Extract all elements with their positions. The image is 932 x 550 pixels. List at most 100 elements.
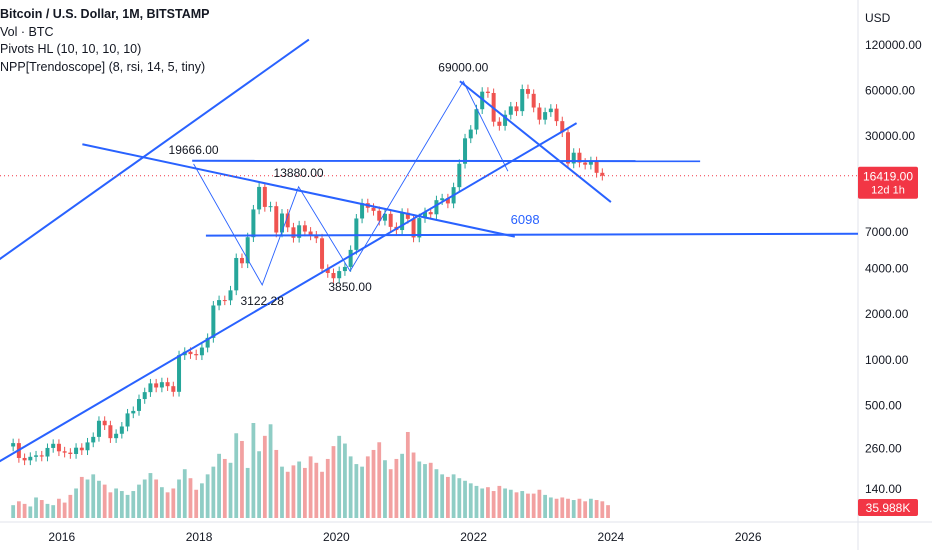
candle-body[interactable] xyxy=(45,447,50,457)
candle-body[interactable] xyxy=(503,114,508,126)
candle-body[interactable] xyxy=(348,249,353,267)
candle-body[interactable] xyxy=(388,213,393,227)
candle-body[interactable] xyxy=(457,163,462,188)
indicator-volume[interactable]: Vol · BTC xyxy=(0,24,54,39)
currency-label[interactable]: USD xyxy=(865,11,891,25)
candle-body[interactable] xyxy=(531,93,536,108)
candle-body[interactable] xyxy=(148,383,153,393)
candle-body[interactable] xyxy=(194,354,199,356)
candle-body[interactable] xyxy=(417,218,422,238)
candle-body[interactable] xyxy=(485,91,490,93)
candle-body[interactable] xyxy=(274,206,279,233)
indicator-npp[interactable]: NPP[Trendoscope] (8, rsi, 14, 5, tiny) xyxy=(0,59,206,74)
candle-body[interactable] xyxy=(474,109,479,130)
candle-body[interactable] xyxy=(154,383,159,388)
candle-body[interactable] xyxy=(588,161,593,165)
candle-body[interactable] xyxy=(119,426,124,434)
candle-body[interactable] xyxy=(320,238,325,269)
candle-body[interactable] xyxy=(114,433,119,439)
candle-body[interactable] xyxy=(325,268,330,274)
candle-body[interactable] xyxy=(497,121,502,126)
candle-body[interactable] xyxy=(74,447,79,454)
candle-body[interactable] xyxy=(514,106,519,112)
candle-body[interactable] xyxy=(188,351,193,355)
candle-body[interactable] xyxy=(268,206,273,208)
candle-body[interactable] xyxy=(520,89,525,112)
candle-body[interactable] xyxy=(68,452,73,454)
trendline[interactable] xyxy=(459,80,612,203)
candle-body[interactable] xyxy=(428,212,433,215)
candle-body[interactable] xyxy=(279,213,284,233)
candle-body[interactable] xyxy=(28,456,33,461)
candle-body[interactable] xyxy=(234,257,239,291)
candle-body[interactable] xyxy=(165,382,170,387)
candle-body[interactable] xyxy=(177,355,182,392)
candle-body[interactable] xyxy=(468,129,473,139)
candle-body[interactable] xyxy=(228,290,233,301)
candle-body[interactable] xyxy=(205,337,210,348)
candle-body[interactable] xyxy=(22,457,27,461)
candle-body[interactable] xyxy=(79,447,84,451)
candle-body[interactable] xyxy=(594,161,599,173)
candle-body[interactable] xyxy=(400,212,405,231)
candle-body[interactable] xyxy=(11,443,16,447)
candle-body[interactable] xyxy=(382,213,387,221)
candle-body[interactable] xyxy=(245,237,250,264)
candle-body[interactable] xyxy=(440,198,445,201)
candle-body[interactable] xyxy=(142,392,147,400)
candle-body[interactable] xyxy=(422,212,427,219)
trendline[interactable] xyxy=(205,232,859,237)
candle-body[interactable] xyxy=(331,273,336,279)
candle-body[interactable] xyxy=(125,413,130,427)
candle-body[interactable] xyxy=(302,225,307,232)
candle-body[interactable] xyxy=(108,425,113,439)
candle-body[interactable] xyxy=(525,89,530,94)
candle-body[interactable] xyxy=(537,107,542,120)
candle-body[interactable] xyxy=(560,121,565,133)
trendline[interactable] xyxy=(0,122,578,469)
candle-body[interactable] xyxy=(411,218,416,238)
candle-body[interactable] xyxy=(136,399,141,411)
candle-body[interactable] xyxy=(548,108,553,113)
candle-body[interactable] xyxy=(445,198,450,204)
candle-body[interactable] xyxy=(171,386,176,392)
candle-body[interactable] xyxy=(262,186,267,207)
candle-body[interactable] xyxy=(314,235,319,239)
candle-body[interactable] xyxy=(222,300,227,302)
candle-body[interactable] xyxy=(543,112,548,120)
candle-body[interactable] xyxy=(297,225,302,238)
candle-body[interactable] xyxy=(217,300,222,306)
candle-body[interactable] xyxy=(251,209,256,238)
candle-body[interactable] xyxy=(56,443,61,452)
candle-body[interactable] xyxy=(377,210,382,221)
candle-body[interactable] xyxy=(480,91,485,110)
candle-body[interactable] xyxy=(291,227,296,238)
candle-body[interactable] xyxy=(199,347,204,356)
candle-body[interactable] xyxy=(571,152,576,164)
candle-body[interactable] xyxy=(354,218,359,250)
candle-body[interactable] xyxy=(371,207,376,211)
candle-body[interactable] xyxy=(434,200,439,215)
candle-body[interactable] xyxy=(257,186,262,210)
candle-body[interactable] xyxy=(211,305,216,338)
candle-body[interactable] xyxy=(463,138,468,164)
candle-body[interactable] xyxy=(34,455,39,457)
trendline[interactable] xyxy=(82,143,516,238)
candle-body[interactable] xyxy=(239,257,244,264)
candle-body[interactable] xyxy=(337,271,342,279)
candle-body[interactable] xyxy=(565,132,570,164)
candle-body[interactable] xyxy=(554,108,559,122)
candle-body[interactable] xyxy=(159,382,164,388)
candle-body[interactable] xyxy=(342,266,347,272)
indicator-pivots[interactable]: Pivots HL (10, 10, 10, 10) xyxy=(0,42,142,56)
candle-body[interactable] xyxy=(91,436,96,443)
candle-body[interactable] xyxy=(600,172,605,176)
candle-body[interactable] xyxy=(102,420,107,426)
candle-body[interactable] xyxy=(583,162,588,165)
candle-body[interactable] xyxy=(577,152,582,163)
trendline[interactable] xyxy=(0,38,310,269)
candle-body[interactable] xyxy=(51,443,56,448)
candle-body[interactable] xyxy=(96,420,101,437)
candle-body[interactable] xyxy=(39,455,44,457)
